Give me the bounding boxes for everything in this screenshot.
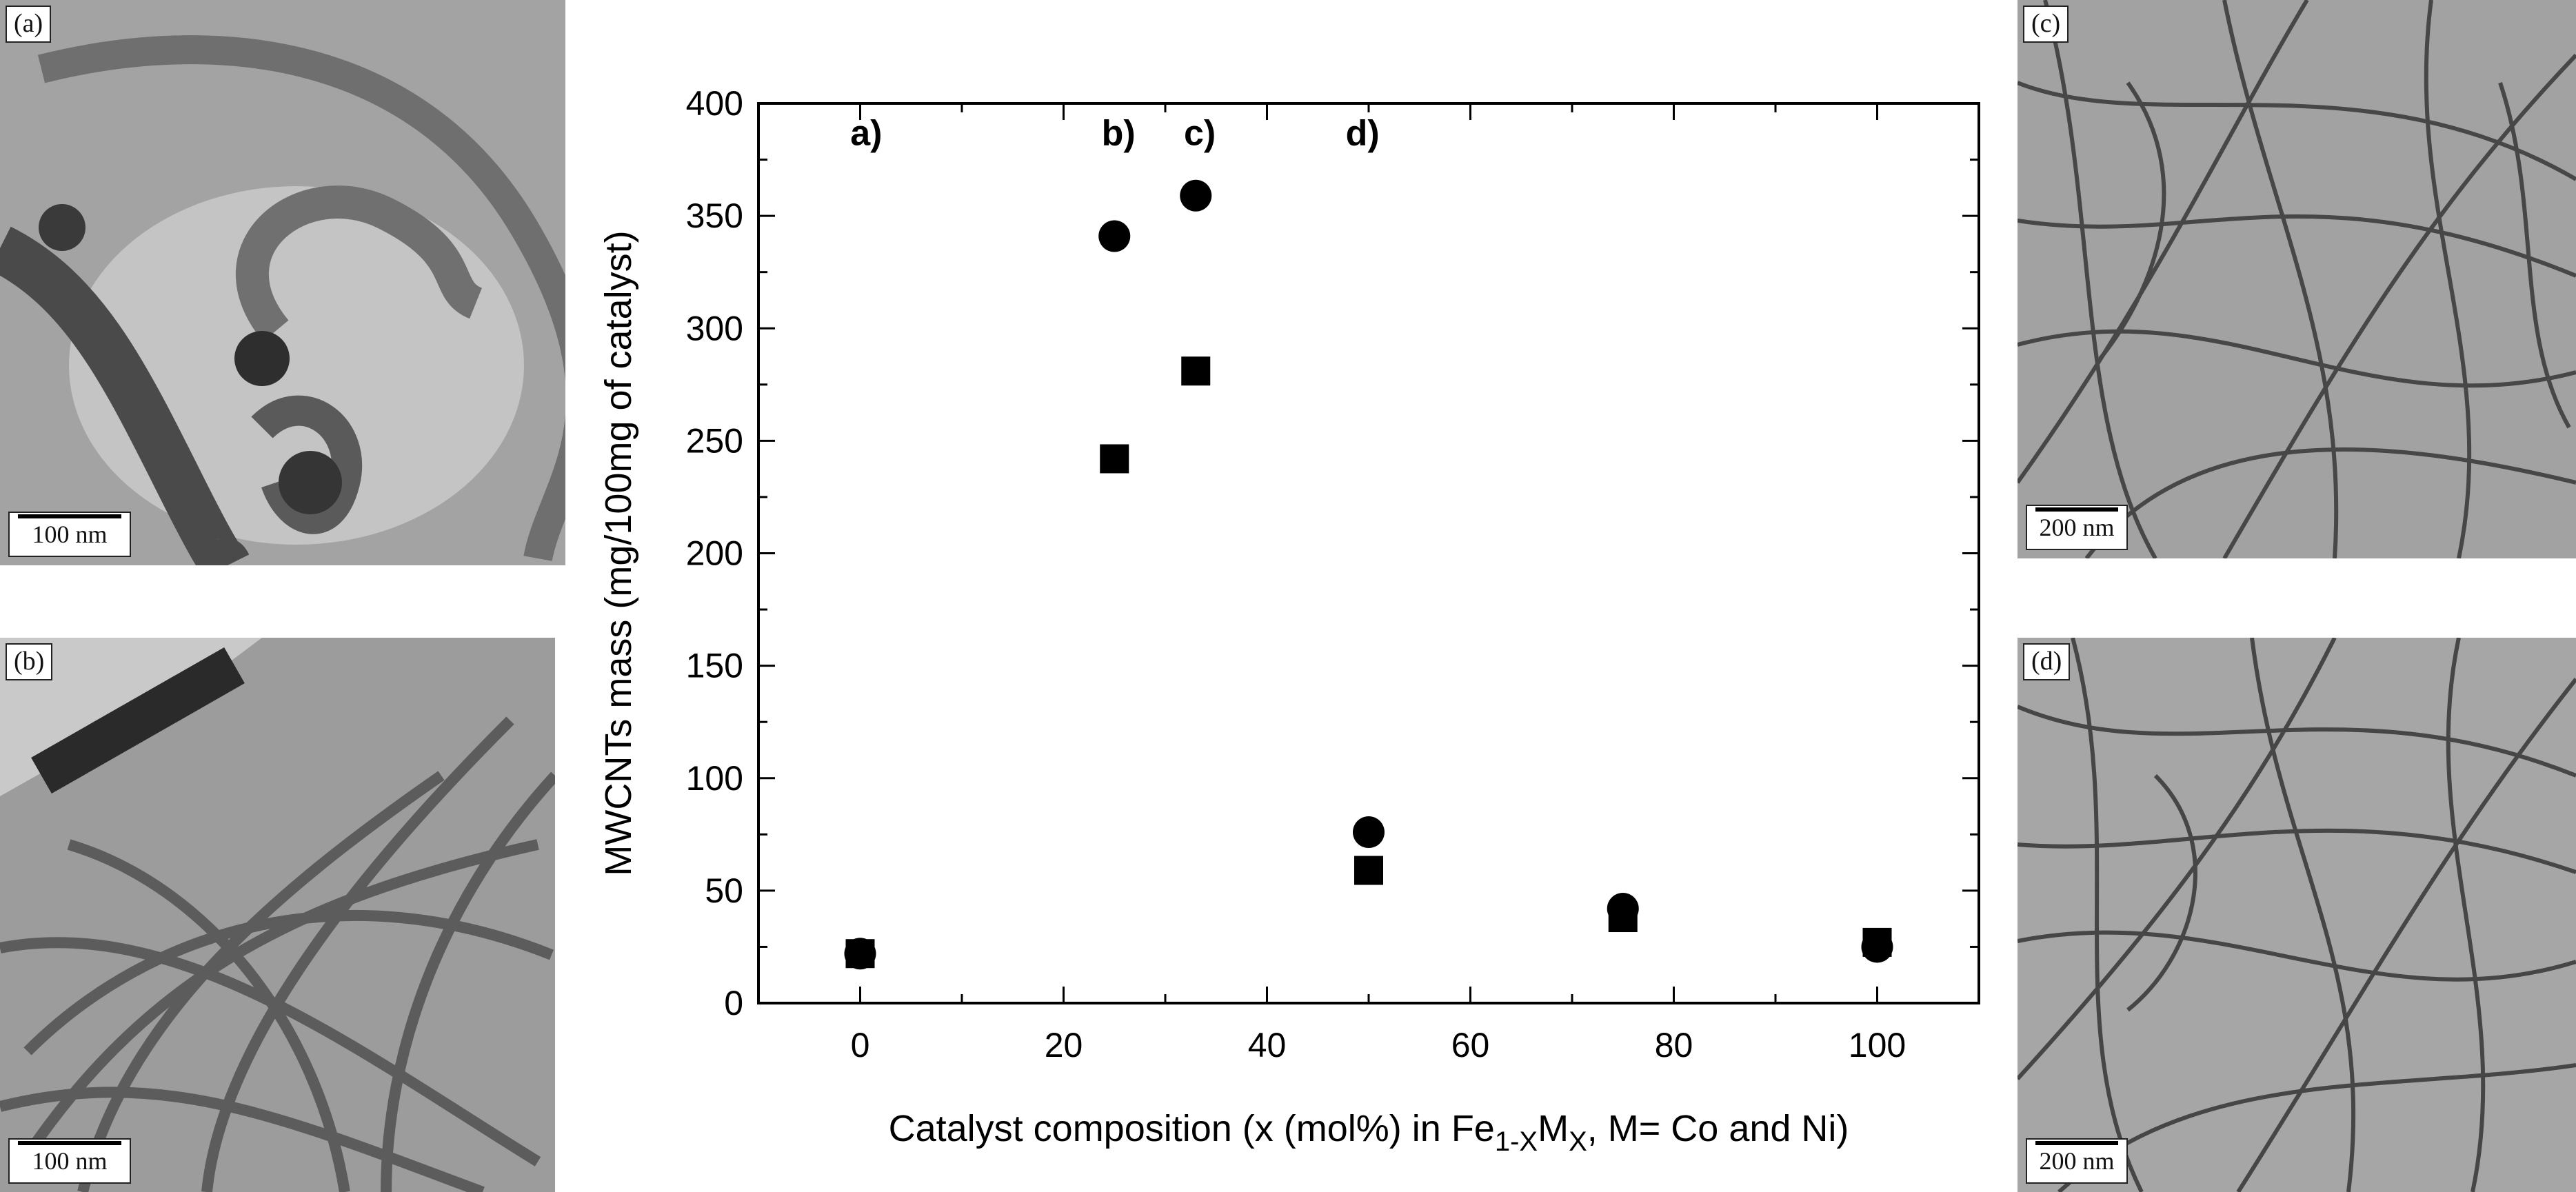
tem-image-a xyxy=(0,0,565,565)
scale-bar-line xyxy=(2035,1141,2118,1145)
y-tick-label: 300 xyxy=(686,309,743,347)
data-point-square xyxy=(1354,856,1383,885)
scale-bar-a: 100 nm xyxy=(8,512,131,557)
x-axis-label: Catalyst composition (x (mol%) in Fe1-XM… xyxy=(889,1108,1849,1157)
scale-bar-label: 100 nm xyxy=(32,1147,108,1175)
scale-bar-line xyxy=(2035,507,2118,512)
data-point-circle xyxy=(1098,220,1131,252)
annotation-label: c) xyxy=(1184,113,1216,153)
panel-label-c: (c) xyxy=(2023,6,2069,43)
y-tick-label: 350 xyxy=(686,196,743,235)
annotation-label: d) xyxy=(1346,113,1380,153)
data-point-circle xyxy=(1861,931,1893,963)
y-tick-label: 100 xyxy=(686,759,743,798)
y-tick-label: 150 xyxy=(686,647,743,685)
scatter-chart: 0 20 40 60 80 100 0 50 100 150 200 250 300 350 400 MWCN… xyxy=(598,84,1980,1157)
scale-bar-label: 100 nm xyxy=(32,521,108,548)
y-tick-label: 400 xyxy=(686,84,743,123)
tem-image-b xyxy=(0,638,555,1192)
data-point-square xyxy=(1181,356,1211,386)
scale-bar-d: 200 nm xyxy=(2026,1138,2128,1184)
annotation-label: a) xyxy=(850,113,882,153)
x-tick-label: 80 xyxy=(1655,1026,1693,1064)
tem-panel-c: (c) 200 nm xyxy=(2017,0,2576,558)
y-tick-label: 200 xyxy=(686,534,743,573)
data-point-circle xyxy=(1353,816,1385,849)
tem-image-c xyxy=(2017,0,2576,558)
data-point-circle xyxy=(1607,892,1639,925)
panel-label-b: (b) xyxy=(6,643,53,680)
scale-bar-b: 100 nm xyxy=(8,1138,131,1184)
scale-bar-label: 200 nm xyxy=(2039,514,2115,541)
y-tick-label: 250 xyxy=(686,421,743,460)
panel-label-a: (a) xyxy=(6,6,52,43)
data-point-circle xyxy=(1180,179,1212,212)
tem-panel-d: (d) 200 nm xyxy=(2017,638,2576,1192)
scale-bar-c: 200 nm xyxy=(2026,505,2128,550)
y-axis-label: MWCNTs mass (mg/100mg of catalyst) xyxy=(598,230,639,876)
annotation-label: b) xyxy=(1102,113,1136,153)
scale-bar-line xyxy=(18,1141,121,1145)
tem-image-d xyxy=(2017,638,2576,1192)
tem-panel-a: (a) 100 nm xyxy=(0,0,565,565)
x-tick-label: 100 xyxy=(1849,1026,1906,1064)
data-point-circle xyxy=(844,938,876,970)
scale-bar-label: 200 nm xyxy=(2039,1147,2115,1175)
x-tick-label: 60 xyxy=(1451,1026,1490,1064)
scale-bar-line xyxy=(18,514,121,518)
data-point-square xyxy=(1100,444,1129,474)
x-tick-label: 0 xyxy=(851,1026,870,1064)
y-tick-label: 0 xyxy=(724,984,743,1022)
x-tick-label: 40 xyxy=(1248,1026,1287,1064)
panel-label-d: (d) xyxy=(2023,643,2071,680)
tem-panel-b: (b) 100 nm xyxy=(0,638,555,1192)
y-tick-label: 50 xyxy=(705,871,743,910)
x-tick-label: 20 xyxy=(1045,1026,1083,1064)
